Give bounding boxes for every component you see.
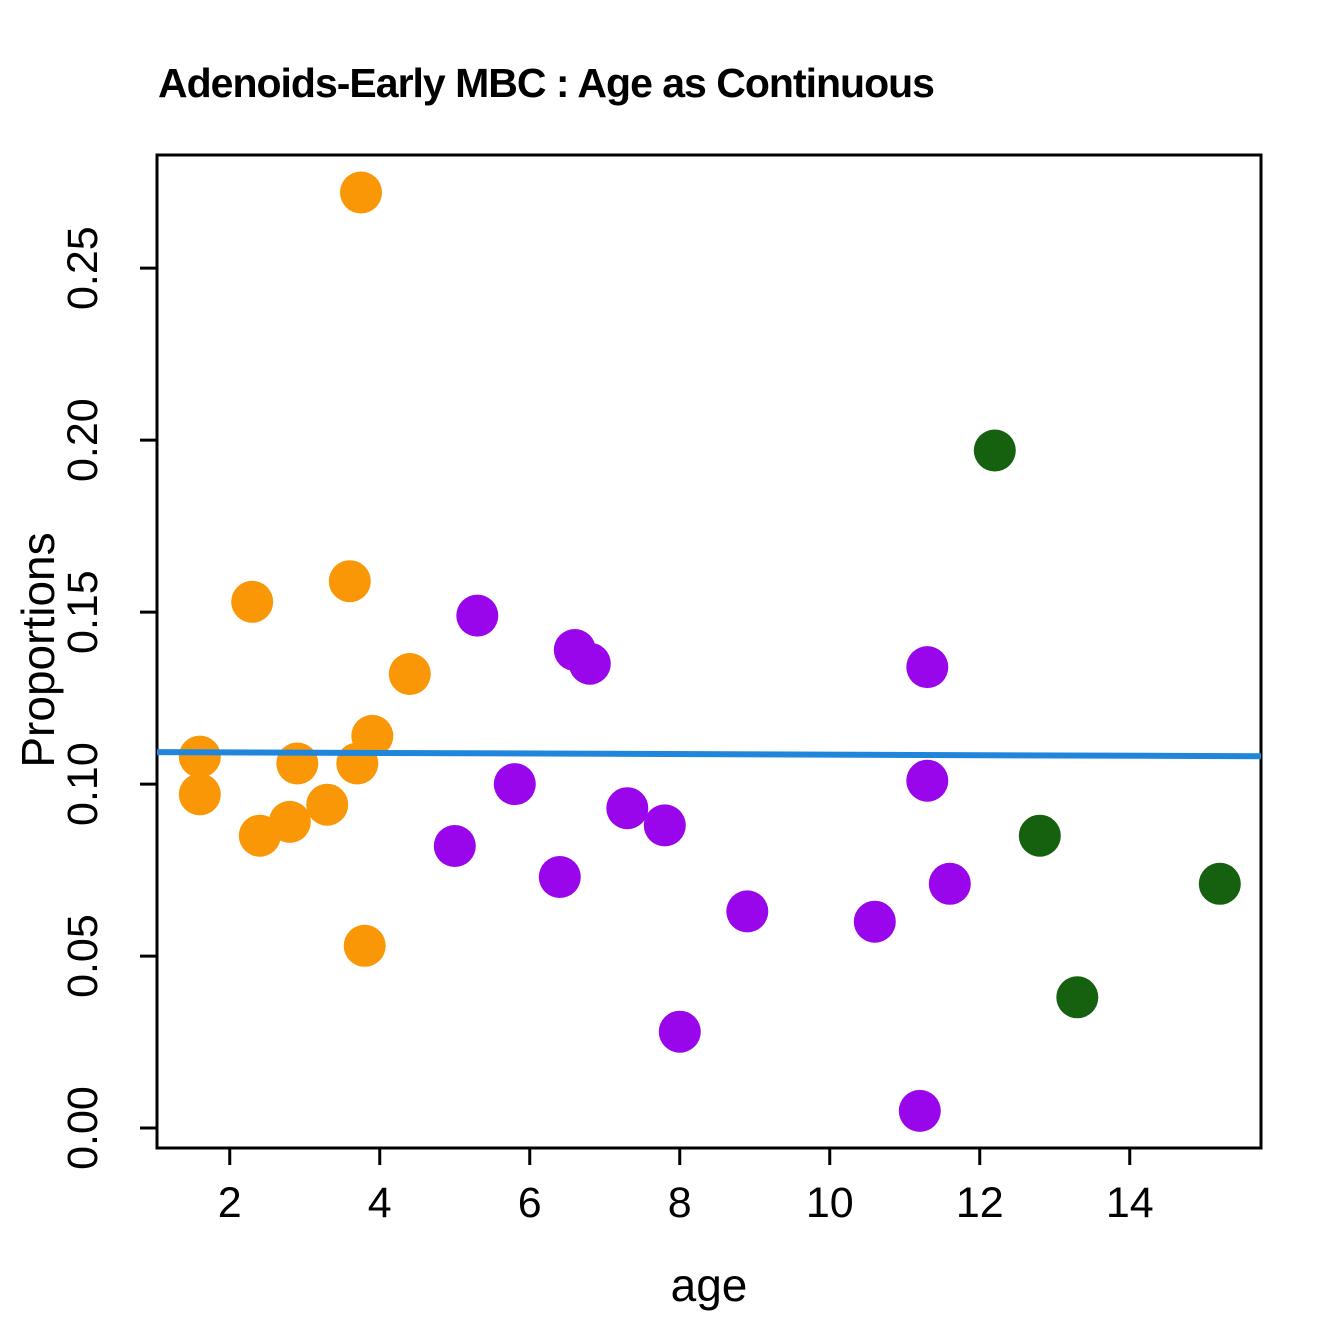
data-point-purple-group — [606, 787, 649, 830]
data-point-orange-group — [276, 742, 319, 785]
data-point-green-group — [1018, 814, 1061, 857]
y-tick-label: 0.20 — [59, 398, 107, 482]
x-tick-label: 14 — [1106, 1179, 1154, 1227]
fit-line — [156, 749, 1262, 760]
data-point-purple-group — [643, 804, 686, 847]
data-point-orange-group — [231, 580, 274, 623]
data-point-purple-group — [853, 900, 896, 943]
x-tick-label: 2 — [218, 1179, 242, 1227]
data-point-orange-group — [340, 171, 382, 214]
data-point-purple-group — [658, 1010, 701, 1053]
data-point-orange-group — [328, 560, 371, 603]
data-point-orange-group — [178, 735, 221, 778]
x-tick-label: 6 — [518, 1179, 542, 1227]
data-point-orange-group — [178, 773, 221, 816]
data-point-orange-group — [388, 653, 431, 695]
data-point-orange-group — [268, 800, 311, 843]
y-tick-label: 0.25 — [59, 226, 107, 310]
data-point-purple-group — [898, 1089, 941, 1132]
data-point-purple-group — [538, 856, 581, 898]
y-tick-label: 0.05 — [59, 914, 107, 998]
y-tick-label: 0.15 — [59, 570, 107, 654]
data-point-orange-group — [351, 714, 394, 757]
data-point-green-group — [1056, 976, 1099, 1019]
data-point-purple-group — [906, 759, 949, 802]
data-point-orange-group — [306, 783, 349, 826]
data-point-green-group — [973, 429, 1016, 472]
x-axis-label: age — [670, 1259, 748, 1311]
data-point-purple-group — [928, 862, 971, 905]
y-tick-label: 0.10 — [59, 742, 107, 826]
data-point-purple-group — [568, 642, 611, 685]
data-point-purple-group — [726, 890, 769, 933]
plot-border — [155, 153, 1263, 1150]
data-point-orange-group — [343, 924, 386, 967]
data-point-purple-group — [456, 594, 499, 637]
chart-title: Adenoids-Early MBC : Age as Continuous — [158, 60, 935, 106]
x-tick-label: 12 — [956, 1179, 1004, 1227]
x-tick-label: 10 — [806, 1179, 854, 1227]
data-point-purple-group — [433, 825, 476, 867]
y-tick-label: 0.00 — [59, 1086, 107, 1170]
data-point-green-group — [1198, 862, 1241, 905]
data-point-purple-group — [906, 646, 949, 689]
x-tick-label: 8 — [668, 1179, 692, 1227]
data-point-purple-group — [493, 763, 536, 806]
x-tick-label: 4 — [368, 1179, 392, 1227]
